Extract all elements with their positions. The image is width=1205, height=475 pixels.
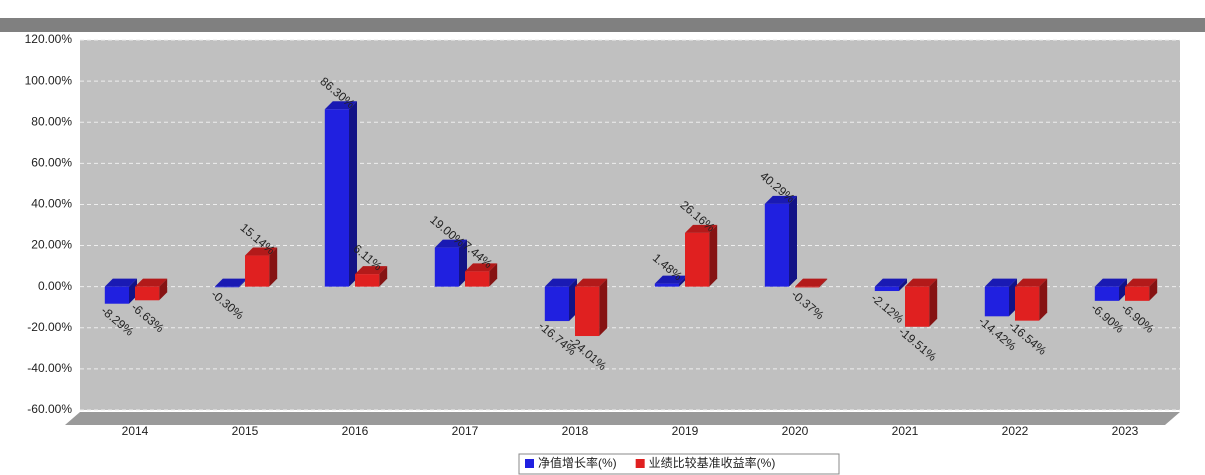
y-tick-label: 100.00%	[25, 73, 73, 87]
bar-side	[819, 278, 828, 288]
bar	[795, 286, 820, 288]
y-tick-label: 40.00%	[31, 197, 72, 211]
bar-top	[654, 275, 687, 284]
bar-top	[355, 266, 388, 275]
bar-top	[214, 278, 247, 287]
bar	[104, 286, 129, 304]
bar-top	[245, 247, 278, 256]
legend-box	[518, 453, 840, 475]
bar	[355, 274, 380, 287]
bar-top	[1125, 278, 1158, 287]
bar-top	[575, 278, 608, 287]
bar-side	[349, 101, 357, 287]
y-tick-label: 20.00%	[31, 238, 72, 252]
x-tick-label: 2015	[232, 424, 259, 438]
bar	[1094, 286, 1119, 301]
bar	[905, 286, 930, 327]
bar	[135, 286, 160, 301]
bar-top	[984, 278, 1017, 287]
x-tick-label: 2023	[1112, 424, 1139, 438]
x-tick-label: 2016	[342, 424, 369, 438]
x-tick-label: 2018	[562, 424, 589, 438]
bar-side	[599, 278, 608, 337]
bar	[575, 286, 600, 337]
legend-label: 业绩比较基准收益率(%)	[649, 455, 776, 470]
bar-side	[899, 278, 907, 292]
x-tick-label: 2022	[1002, 424, 1029, 438]
bar	[874, 286, 899, 292]
bar-side	[1119, 278, 1127, 301]
legend-swatch	[525, 459, 534, 468]
bar	[1015, 286, 1040, 321]
bar-side	[1149, 278, 1158, 301]
bar	[214, 286, 239, 288]
bar	[984, 286, 1009, 317]
y-tick-label: -40.00%	[27, 361, 72, 375]
y-tick-label: 0.00%	[38, 279, 72, 293]
bar-top	[1094, 278, 1127, 287]
title-bar	[0, 18, 1205, 32]
bar-top	[104, 278, 137, 287]
bar-top	[324, 101, 357, 110]
bar	[465, 271, 490, 287]
y-tick-label: 60.00%	[31, 156, 72, 170]
floor	[65, 412, 1180, 425]
plot-area	[80, 40, 1180, 410]
bar-top	[764, 195, 797, 204]
bar-top	[795, 278, 828, 287]
legend-swatch	[635, 459, 645, 468]
x-tick-label: 2017	[452, 424, 479, 438]
bar-side	[159, 278, 168, 301]
bar-side	[929, 278, 938, 327]
x-tick-label: 2014	[122, 424, 149, 438]
bar	[434, 247, 459, 287]
bar	[654, 283, 679, 287]
bar-side	[269, 247, 278, 287]
bar	[324, 109, 349, 287]
bar	[764, 203, 789, 287]
bar-side	[709, 224, 718, 287]
x-tick-label: 2021	[892, 424, 919, 438]
y-tick-label: 80.00%	[31, 114, 72, 128]
bar-side	[489, 263, 498, 287]
legend: 净值增长率(%) 业绩比较基准收益率(%)	[518, 453, 840, 475]
bar-top	[874, 278, 907, 287]
bar-top	[1015, 278, 1048, 287]
y-tick-label: 120.00%	[25, 32, 73, 46]
bar-side	[379, 266, 388, 287]
bar-top	[465, 263, 498, 272]
x-tick-label: 2020	[782, 424, 809, 438]
bar-side	[789, 195, 797, 287]
bar	[544, 286, 569, 322]
y-tick-label: -20.00%	[27, 320, 72, 334]
x-tick-label: 2019	[672, 424, 699, 438]
bar-top	[544, 278, 577, 287]
bar-top	[685, 224, 718, 233]
bar-top	[905, 278, 938, 287]
bar-top	[434, 239, 467, 248]
legend-label: 净值增长率(%)	[538, 455, 617, 470]
bar-side	[1039, 278, 1048, 321]
bar	[685, 232, 710, 287]
bar	[245, 255, 270, 287]
y-tick-label: -60.00%	[27, 402, 72, 416]
bar	[1125, 286, 1150, 301]
bar-top	[135, 278, 168, 287]
